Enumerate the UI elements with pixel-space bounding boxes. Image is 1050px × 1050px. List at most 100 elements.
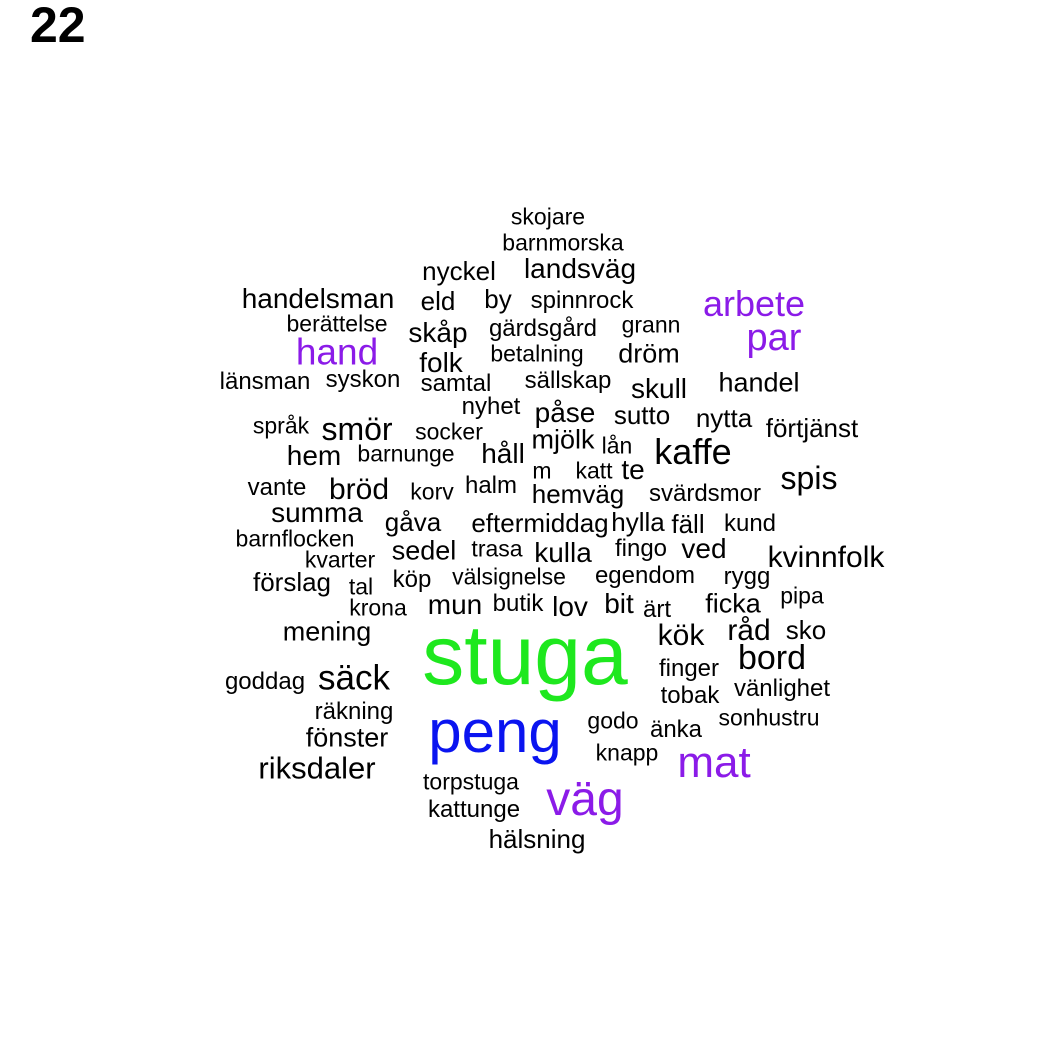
word-19: grann bbox=[621, 311, 681, 338]
word-26: sällskap bbox=[524, 367, 612, 394]
word-39: hem bbox=[286, 440, 342, 471]
word-32: nytta bbox=[695, 403, 753, 433]
word-59: kvarter bbox=[304, 546, 376, 573]
word-61: trasa bbox=[471, 535, 523, 562]
word-97: torpstuga bbox=[423, 768, 519, 795]
word-58: barnflocken bbox=[235, 525, 355, 552]
word-43: katt bbox=[575, 457, 613, 484]
word-90: räkning bbox=[314, 698, 394, 725]
word-11: landsväg bbox=[523, 253, 637, 284]
word-83: sko bbox=[785, 615, 827, 645]
word-62: kulla bbox=[534, 537, 592, 568]
word-18: gärdsgård bbox=[488, 315, 598, 342]
word-30: påse bbox=[534, 397, 596, 428]
word-46: vante bbox=[247, 474, 307, 501]
word-44: te bbox=[621, 454, 645, 485]
word-21: betalning bbox=[490, 340, 584, 367]
word-53: gåva bbox=[384, 507, 442, 537]
word-52: summa bbox=[271, 497, 363, 528]
word-15: spinnrock bbox=[530, 287, 634, 314]
word-64: ved bbox=[681, 533, 727, 564]
word-25: samtal bbox=[420, 370, 492, 397]
word-41: håll bbox=[481, 438, 525, 469]
word-87: finger bbox=[658, 655, 720, 682]
word-73: krona bbox=[349, 594, 407, 621]
word-72: pipa bbox=[780, 582, 824, 609]
word-56: fäll bbox=[671, 509, 705, 539]
word-17: skåp bbox=[408, 317, 468, 348]
word-70: egendom bbox=[594, 562, 696, 589]
word-93: sonhustru bbox=[718, 704, 820, 731]
word-4: par bbox=[746, 317, 802, 359]
word-49: halm bbox=[464, 472, 518, 499]
word-66: förslag bbox=[252, 567, 332, 597]
word-12: handelsman bbox=[241, 283, 395, 314]
word-50: hemväg bbox=[531, 479, 625, 509]
word-88: tobak bbox=[660, 682, 720, 709]
word-33: språk bbox=[252, 412, 310, 439]
word-1: peng bbox=[428, 698, 562, 765]
word-57: kund bbox=[723, 510, 777, 537]
word-77: bit bbox=[604, 588, 634, 619]
word-23: länsman bbox=[219, 368, 311, 395]
word-38: förtjänst bbox=[765, 413, 859, 443]
word-47: bröd bbox=[328, 473, 390, 506]
word-68: köp bbox=[392, 566, 432, 593]
word-60: sedel bbox=[391, 535, 457, 566]
word-99: hälsning bbox=[488, 824, 586, 854]
word-13: eld bbox=[420, 286, 456, 316]
word-69: välsignelse bbox=[452, 563, 566, 590]
word-8: skojare bbox=[510, 203, 586, 230]
word-94: fönster bbox=[305, 722, 389, 753]
word-35: socker bbox=[415, 418, 483, 445]
word-40: barnunge bbox=[357, 440, 455, 467]
word-92: änka bbox=[649, 716, 703, 743]
word-6: hand bbox=[295, 331, 379, 373]
word-65: kvinnfolk bbox=[767, 541, 885, 574]
word-45: spis bbox=[780, 460, 838, 496]
word-63: fingo bbox=[614, 535, 668, 562]
word-96: riksdaler bbox=[258, 750, 376, 786]
word-98: kattunge bbox=[427, 796, 521, 823]
word-0: stuga bbox=[422, 608, 628, 702]
word-75: butik bbox=[492, 590, 544, 617]
word-42: m bbox=[532, 457, 552, 484]
word-3: mat bbox=[677, 738, 751, 787]
word-91: godo bbox=[587, 707, 639, 734]
word-37: lån bbox=[601, 432, 633, 459]
word-7: kaffe bbox=[654, 431, 732, 472]
word-9: barnmorska bbox=[502, 229, 624, 256]
word-95: knapp bbox=[595, 739, 659, 766]
word-34: smör bbox=[321, 411, 393, 447]
word-16: berättelse bbox=[286, 310, 388, 337]
word-48: korv bbox=[410, 478, 454, 505]
word-29: nyhet bbox=[461, 393, 521, 420]
word-31: sutto bbox=[613, 400, 671, 430]
word-79: ficka bbox=[705, 588, 761, 619]
word-22: dröm bbox=[618, 338, 680, 369]
word-10: nyckel bbox=[422, 256, 496, 286]
word-71: rygg bbox=[723, 563, 771, 590]
word-24: syskon bbox=[325, 366, 401, 393]
word-80: mening bbox=[282, 616, 372, 647]
word-89: vänlighet bbox=[733, 675, 831, 702]
word-55: hylla bbox=[611, 507, 665, 537]
word-5: arbete bbox=[702, 283, 806, 324]
word-78: ärt bbox=[642, 596, 672, 623]
word-27: skull bbox=[630, 373, 688, 404]
word-74: mun bbox=[427, 589, 483, 620]
word-36: mjölk bbox=[531, 424, 595, 455]
word-85: goddag bbox=[224, 668, 306, 695]
word-2: väg bbox=[546, 773, 624, 826]
word-54: eftermiddag bbox=[471, 508, 609, 538]
word-82: råd bbox=[727, 614, 771, 647]
word-81: kök bbox=[657, 619, 705, 652]
word-14: by bbox=[484, 284, 512, 314]
word-67: tal bbox=[348, 573, 374, 600]
word-20: folk bbox=[419, 347, 463, 378]
word-51: svärdsmor bbox=[648, 480, 762, 507]
word-76: lov bbox=[552, 591, 588, 622]
word-84: bord bbox=[737, 639, 807, 677]
page-number: 22 bbox=[30, 0, 86, 53]
